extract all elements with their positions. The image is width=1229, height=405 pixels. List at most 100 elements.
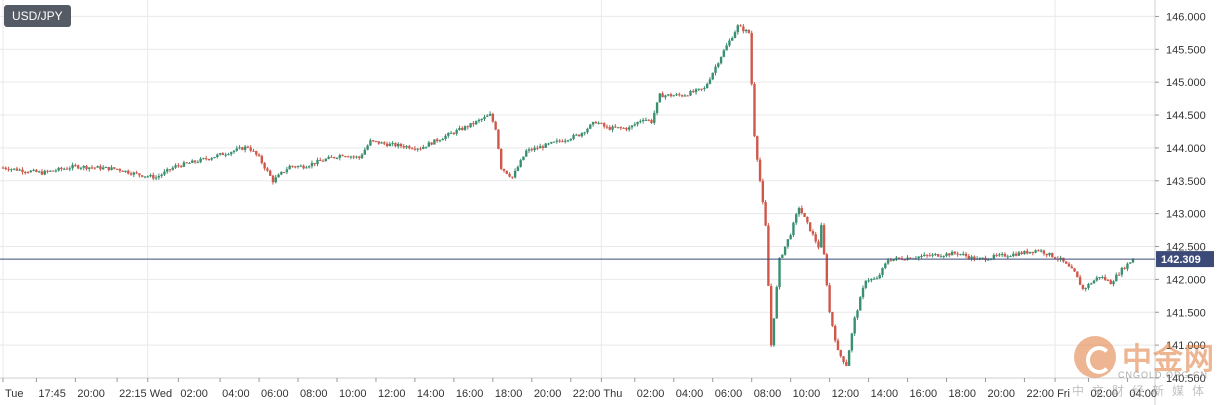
candle-body [928, 255, 932, 257]
candle-body [683, 95, 687, 97]
x-tick-label: 02:00 [180, 388, 208, 400]
candle-body [678, 94, 681, 96]
candle-body [1003, 253, 1007, 257]
candle-body [410, 148, 414, 150]
candle-body [870, 278, 873, 281]
candle-body [833, 325, 837, 341]
candle-body [338, 155, 341, 158]
candle-body [792, 222, 795, 236]
x-tick-label: 14:00 [417, 388, 445, 400]
candle-body [377, 141, 380, 144]
candle-body [321, 160, 325, 162]
candle-body [608, 127, 611, 130]
candle-body [71, 165, 74, 169]
candle-body [216, 154, 219, 157]
y-tick-label: 141.000 [1166, 340, 1206, 352]
candle-body [661, 93, 664, 98]
candle-body [772, 318, 776, 346]
candle-body [271, 175, 275, 183]
x-tick-label: 08:00 [754, 388, 782, 400]
candle-body [658, 93, 662, 103]
candle-body [43, 170, 46, 175]
candle-body [898, 257, 901, 259]
candle-body [1106, 279, 1110, 281]
candle-body [1065, 261, 1068, 264]
candle-body [138, 173, 141, 176]
candle-body [886, 260, 890, 264]
candle-body [241, 147, 244, 150]
chart-grid [0, 0, 1156, 405]
candle-body [57, 167, 60, 171]
x-tick-label: 06:00 [715, 388, 743, 400]
candle-body [115, 168, 119, 170]
candle-body [962, 253, 965, 255]
candle-body [775, 287, 778, 319]
candle-body [371, 140, 375, 142]
x-tick-label: 02:00 [1090, 388, 1118, 400]
candle-body [1009, 256, 1012, 258]
candle-body [842, 356, 845, 363]
candle-body [93, 167, 97, 169]
candle-body [1073, 268, 1076, 272]
y-tick-label: 145.000 [1166, 77, 1206, 89]
candle-body [1087, 284, 1090, 288]
candle-body [413, 148, 417, 150]
candle-body [76, 165, 80, 169]
symbol-badge[interactable]: USD/JPY [4, 5, 71, 27]
candle-body [569, 138, 572, 141]
candle-body [24, 172, 27, 174]
candle-body [441, 139, 444, 141]
x-tick-label: 02:00 [637, 388, 665, 400]
candle-body [622, 127, 625, 129]
candle-body [847, 350, 851, 366]
candle-body [675, 94, 678, 96]
candle-body [160, 174, 163, 177]
candle-body [132, 172, 136, 175]
candle-body [341, 155, 344, 157]
candle-body [79, 167, 83, 169]
candle-body [10, 169, 13, 171]
candle-body [1034, 250, 1037, 253]
candle-body [435, 139, 439, 142]
candle-body [369, 140, 372, 146]
candle-body [1026, 250, 1029, 254]
candle-body [719, 56, 723, 64]
candle-body [246, 146, 250, 148]
candle-body [705, 83, 709, 89]
candle-body [461, 127, 464, 130]
candle-body [806, 216, 809, 223]
candle-body [923, 254, 926, 257]
candle-body [1, 167, 5, 169]
x-tick-label: 18:00 [495, 388, 523, 400]
candle-body [616, 127, 620, 129]
x-tick-label: Thu [603, 388, 622, 400]
candle-body [1092, 280, 1096, 284]
candle-body [49, 170, 52, 172]
candle-body [925, 254, 929, 256]
candle-body [385, 143, 389, 147]
candle-body [1031, 251, 1035, 253]
candle-body [63, 168, 66, 170]
candle-body [1020, 252, 1023, 255]
candle-body [483, 116, 486, 120]
candle-body [110, 167, 113, 171]
candle-body [452, 132, 456, 134]
candle-body [444, 135, 447, 140]
candle-body [118, 168, 122, 171]
candle-body [614, 126, 617, 128]
candle-body [742, 26, 745, 32]
candle-body [1053, 257, 1057, 259]
candle-body [781, 254, 784, 258]
candle-body [335, 157, 339, 159]
candle-body [104, 166, 108, 168]
candle-body [274, 177, 277, 183]
candle-body [405, 146, 408, 148]
candle-body [1131, 259, 1135, 263]
x-tick-label: 22:00 [1026, 388, 1054, 400]
candle-body [152, 174, 155, 179]
candle-body [1117, 274, 1121, 276]
candle-body [903, 259, 906, 261]
candle-body [224, 154, 227, 156]
candle-body [171, 167, 174, 170]
